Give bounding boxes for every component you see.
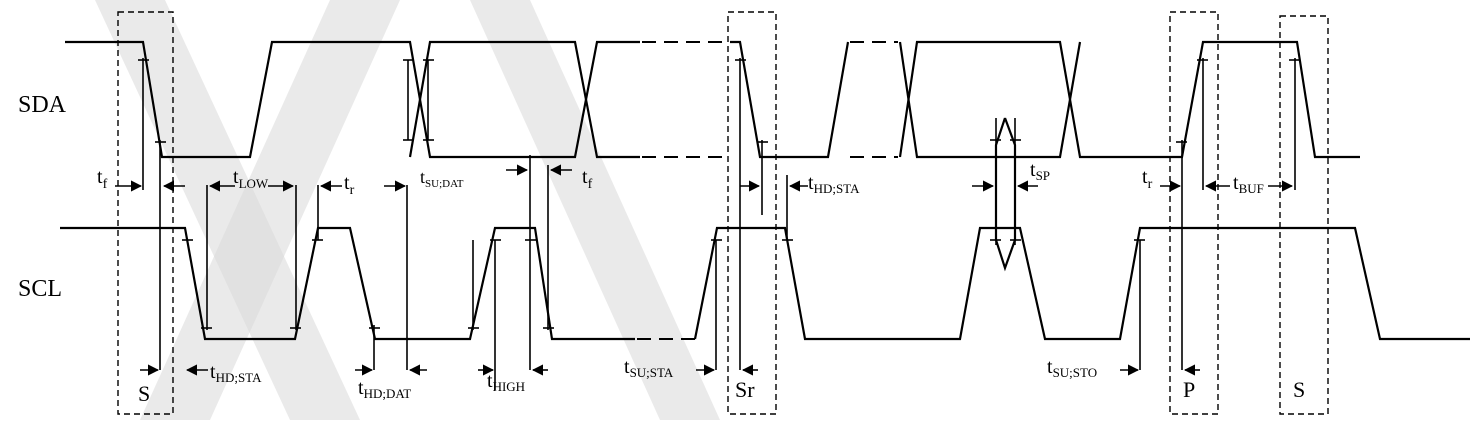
repeated-start-box [727, 11, 777, 415]
start-condition-label: S [138, 381, 150, 406]
t-buf-label: tBUF [1233, 172, 1264, 196]
t-f-right-label: tf [582, 166, 593, 192]
t-hd-dat-label: tHD;DAT [358, 377, 411, 401]
t-r-left-label: tr [344, 172, 355, 198]
scl-waveform [60, 226, 1470, 341]
condition-boxes [117, 11, 1329, 415]
t-hd-sta-left-label: tHD;STA [210, 361, 262, 385]
stop-box [1169, 11, 1219, 415]
reference-lines [138, 58, 1300, 390]
start2-condition-label: S [1293, 377, 1305, 402]
t-high-label: tHIGH [487, 370, 525, 394]
sda-waveform [65, 40, 1360, 159]
stop-condition-label: P [1183, 377, 1195, 402]
t-hd-sta-mid-label: tHD;STA [808, 172, 860, 196]
timing-arrows [115, 164, 1294, 376]
t-su-sta-label: tSU;STA [624, 356, 674, 380]
t-f-left-label: tf [97, 166, 108, 192]
sda-label: SDA [18, 92, 67, 118]
scl-label: SCL [18, 276, 62, 302]
t-su-sto-label: tSU;STO [1047, 356, 1097, 380]
t-r-right-label: tr [1142, 166, 1153, 192]
t-sp-label: tSP [1030, 159, 1050, 183]
start2-box [1279, 15, 1329, 415]
start-box [117, 11, 174, 415]
repeated-start-label: Sr [735, 377, 755, 402]
watermark [95, 0, 720, 420]
t-su-dat-label: tSU;DAT [420, 167, 464, 190]
t-low-label: tLOW [233, 166, 269, 191]
